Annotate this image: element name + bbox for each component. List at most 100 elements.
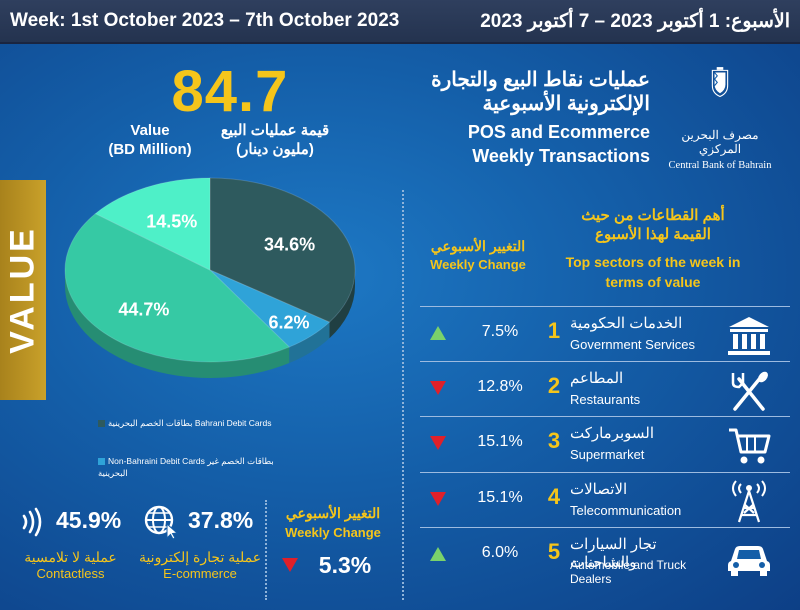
page-title-ar-line2: الإلكترونية الأسبوعية [482,93,651,115]
legend-swatch-bahraini [98,420,105,428]
weekly-change-header-en: Weekly Change [430,257,526,272]
sector-name-en: Restaurants [570,392,641,407]
row-divider [420,306,790,307]
sector-change: 7.5% [481,323,519,340]
page-title-ar: عمليات نقاط البيع والتجارة الإلكترونية ا… [405,68,650,116]
row-divider [420,416,790,417]
contactless-label-ar: عملية لا تلامسية [24,549,117,565]
pie-slice-label-2: 44.7% [118,300,169,320]
contactless-stat: 45.9% [56,507,121,534]
row-divider [420,472,790,473]
week-range-en: Week: 1st October 2023 – 7th October 202… [10,10,400,31]
sector-name-ar: المطاعم [570,370,624,387]
sector-name-en: Government Services [570,337,695,352]
row-divider [420,527,790,528]
car-icon [728,546,770,576]
sector-name-ar: الخدمات الحكومية [570,315,683,332]
sector-name-en: Automobile and Truck Dealers [570,558,687,586]
sector-name-ar: الاتصالات [570,481,628,498]
sector-rank: 2 [547,373,561,398]
total-weekly-change-value: 5.3% [318,552,372,578]
page-title-en-line1: POS and Ecommerce [467,122,650,142]
pie-slice-side-0 [329,270,355,339]
row-divider [420,361,790,362]
value-label-en-line1: Value [130,122,170,139]
sector-change: 6.0% [481,544,519,561]
header-bar: Week: 1st October 2023 – 7th October 202… [0,0,800,44]
pie-slice-label-3: 14.5% [146,211,197,231]
globe-cursor-icon [144,505,179,540]
page-title-ar-line1: عمليات نقاط البيع والتجارة [431,69,650,91]
top-sectors-header-ar: أهم القطاعات من حيث القيمة لهذا الأسبوع [548,206,758,244]
total-value: 84.7 [171,59,289,124]
sector-change: 12.8% [477,378,523,395]
ecommerce-stat: 37.8% [188,507,253,534]
pie-slice-0 [209,177,356,323]
value-label-ar-line1: قيمة عمليات البيع [220,122,330,139]
contactless-icon [22,507,42,537]
sector-name-ar: السوبرماركت [570,425,655,442]
top-sectors-header-en-line2: terms of value [605,274,701,290]
week-range-ar: الأسبوع: 1 أكتوبر 2023 – 7 أكتوبر 2023 [480,11,790,32]
ecommerce-label-en: E-commerce [163,566,237,581]
top-sectors-header-en-line1: Top sectors of the week in [565,254,741,270]
sector-row-4: 15.1% 4 الاتصالات Telecommunication [420,474,790,530]
sector-rank: 3 [547,428,561,453]
top-sectors-header-en: Top sectors of the week in terms of valu… [548,252,758,292]
legend-label-non-bahraini-ar: بطاقات الخصم غير البحرينية [98,456,274,478]
pie-slice-label-0: 34.6% [264,234,315,254]
divider-vertical [402,190,404,600]
pie-slice-label-1: 6.2% [268,312,309,332]
value-label-en-line2: (BD Million) [108,141,192,158]
weekly-change-header-ar: التغيير الأسبوعي [430,238,526,254]
pie-slice-2 [64,213,291,363]
fork-knife-icon [731,371,768,411]
pie-slice-side-2 [64,270,290,378]
divider-vertical-bottom [265,500,267,600]
ecommerce-label-ar: عملية تجارة إلكترونية [138,549,262,565]
legend-item-bahraini: بطاقات الخصم البحرينية Bahrani Debit Car… [98,417,271,429]
down-arrow-icon [430,381,446,395]
down-arrow-icon [282,558,298,572]
value-side-tab: VALUE [0,180,46,400]
shopping-cart-icon [729,428,771,464]
up-arrow-icon [430,547,446,561]
legend-label-bahraini-en: Bahrani Debit Cards [194,418,272,428]
central-bank-logo [711,67,729,98]
legend-item-non-bahraini: Non-Bahraini Debit Cards بطاقات الخصم غي… [98,455,288,479]
bank-name-en: Central Bank of Bahrain [668,160,772,171]
top-sectors-header-ar-line2: القيمة لهذا الأسبوع [595,226,711,243]
sector-rank: 5 [547,539,561,564]
sector-name-ar: تجار السيارات والشاحنات [570,536,657,571]
sector-row-1: 7.5% 1 الخدمات الحكومية Government Servi… [420,308,790,364]
value-side-tab-label: VALUE [3,226,42,354]
sector-name-en: Telecommunication [570,503,682,518]
sector-row-3: 15.1% 3 السوبرماركت Supermarket [420,418,790,474]
total-weekly-change-en: Weekly Change [285,525,381,540]
legend-swatch-non-bahraini [98,458,105,466]
down-arrow-icon [430,492,446,506]
sector-change: 15.1% [477,433,523,450]
sector-row-2: 12.8% 2 المطاعم Restaurants [420,363,790,419]
antenna-tower-icon [732,480,766,523]
pie-slice-3 [94,177,211,271]
sector-rank: 1 [547,318,561,343]
bank-name-ar: مصرف البحرين المركزي [681,128,759,156]
page-title-en-line2: Weekly Transactions [472,146,650,166]
value-label-ar-line2: (مليون دينار) [236,141,314,158]
page-title-en: POS and Ecommerce Weekly Transactions [405,120,650,168]
top-sectors-header-ar-line1: أهم القطاعات من حيث [581,207,725,224]
pie-slice-1 [209,269,331,348]
total-weekly-change-ar: التغيير الأسبوعي [285,505,381,521]
contactless-pct: 45.9% [56,507,122,533]
value-label-ar: قيمة عمليات البيع (مليون دينار) [200,121,350,159]
ecommerce-labels: عملية تجارة إلكترونية E-commerce [135,549,265,581]
sector-name-en: Supermarket [570,447,645,462]
sector-row-5: 6.0% 5 تجار السيارات والشاحنات Automobil… [420,529,790,586]
value-label-en: Value (BD Million) [80,121,220,159]
contactless-labels: عملية لا تلامسية Contactless [8,549,133,581]
pie-chart: 34.6% 6.2% 44.7% 14.5% [64,177,356,378]
ecommerce-pct: 37.8% [188,507,254,533]
pie-slice-side-1 [289,322,330,364]
legend-label-bahraini-ar: بطاقات الخصم البحرينية [108,418,193,428]
